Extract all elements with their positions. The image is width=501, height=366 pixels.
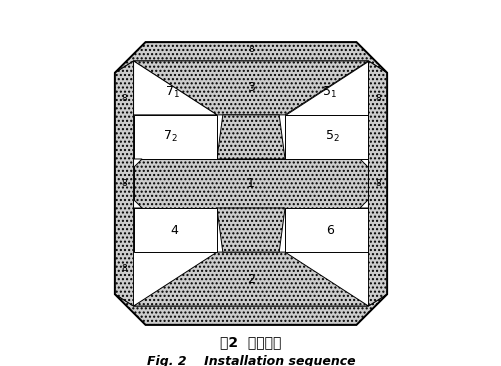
Polygon shape: [285, 115, 368, 159]
Polygon shape: [133, 252, 368, 306]
Polygon shape: [368, 61, 386, 306]
Text: $7_1$: $7_1$: [165, 85, 179, 100]
Text: 3: 3: [246, 81, 255, 94]
Polygon shape: [285, 61, 368, 115]
Text: 8: 8: [121, 264, 127, 273]
Polygon shape: [133, 159, 368, 208]
Text: 8: 8: [121, 179, 127, 188]
Text: 6: 6: [325, 224, 333, 236]
Polygon shape: [216, 208, 285, 252]
Polygon shape: [216, 115, 285, 159]
Polygon shape: [115, 61, 133, 306]
Polygon shape: [133, 61, 216, 115]
Text: 8: 8: [374, 179, 380, 188]
Polygon shape: [115, 42, 386, 325]
Polygon shape: [133, 115, 216, 159]
Polygon shape: [133, 61, 368, 115]
Polygon shape: [115, 42, 386, 73]
Polygon shape: [359, 199, 368, 208]
Text: 8: 8: [247, 45, 254, 55]
Polygon shape: [133, 159, 142, 168]
Polygon shape: [115, 294, 386, 325]
Text: $5_1$: $5_1$: [322, 85, 336, 100]
Polygon shape: [285, 208, 368, 252]
Polygon shape: [359, 159, 368, 168]
Text: 4: 4: [170, 224, 178, 236]
Polygon shape: [133, 208, 216, 252]
Text: 图2  安装顺序: 图2 安装顺序: [220, 336, 281, 350]
Text: 1: 1: [246, 177, 255, 190]
Polygon shape: [133, 61, 368, 306]
Text: Fig. 2    Installation sequence: Fig. 2 Installation sequence: [146, 355, 355, 366]
Text: 8: 8: [374, 94, 380, 104]
Text: $7_2$: $7_2$: [162, 129, 177, 145]
Polygon shape: [133, 199, 142, 208]
Text: 8: 8: [121, 94, 127, 104]
Text: 2: 2: [246, 273, 255, 285]
Text: $5_2$: $5_2$: [324, 129, 339, 145]
